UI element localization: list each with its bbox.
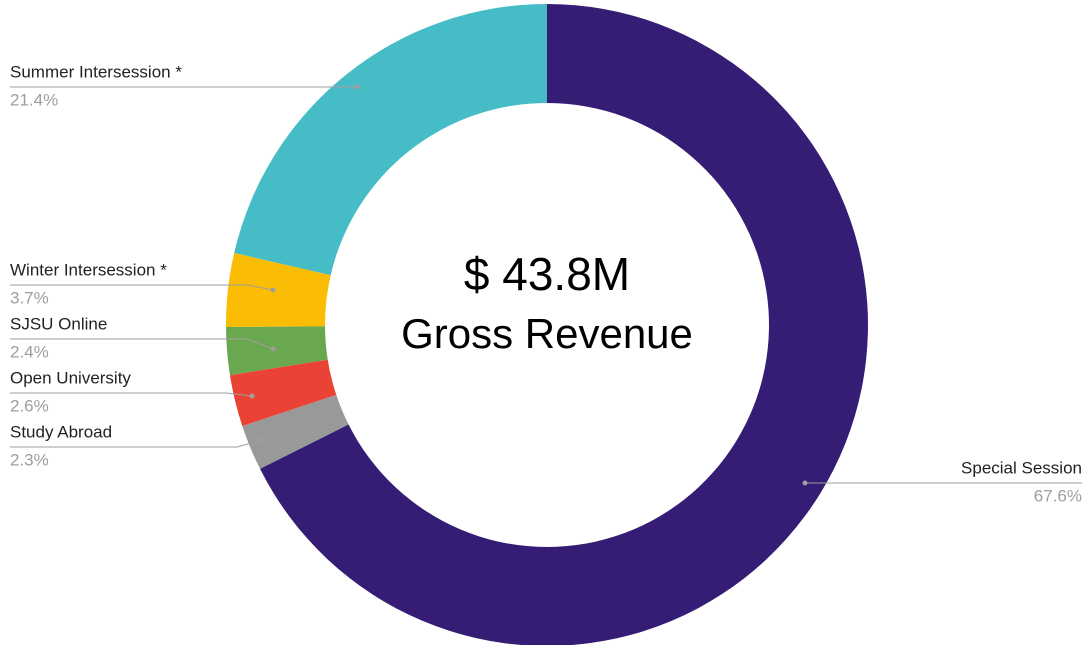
slice-label: Open University [10,368,131,387]
leader-dot [270,346,276,352]
slice-label: Special Session [961,458,1082,477]
slice [226,253,331,328]
slice-value: 67.6% [1034,486,1082,505]
slice-value: 2.4% [10,342,49,361]
slice [226,326,328,376]
leader-line [10,284,274,291]
leader-dot [802,480,808,486]
leader-line [10,392,253,397]
slice-label: Study Abroad [10,422,112,441]
leader-dot [354,84,360,90]
slice-value: 2.6% [10,396,49,415]
slice [260,4,868,645]
slice-value: 21.4% [10,90,58,109]
center-value: $ 43.8M [464,248,630,300]
slice-label: Winter Intersession * [10,260,167,279]
slice [242,394,349,469]
slice-label: SJSU Online [10,314,107,333]
leader-line [10,439,263,448]
slice-value: 2.3% [10,450,49,469]
leader-dot [249,393,255,399]
slice [234,4,547,276]
slice [229,359,337,427]
leader-dot [259,437,265,443]
leader-dot [270,287,276,293]
center-label: Gross Revenue [401,310,693,357]
slice-value: 3.7% [10,288,49,307]
leader-line [10,338,274,350]
slice-label: Summer Intersession * [10,62,182,81]
